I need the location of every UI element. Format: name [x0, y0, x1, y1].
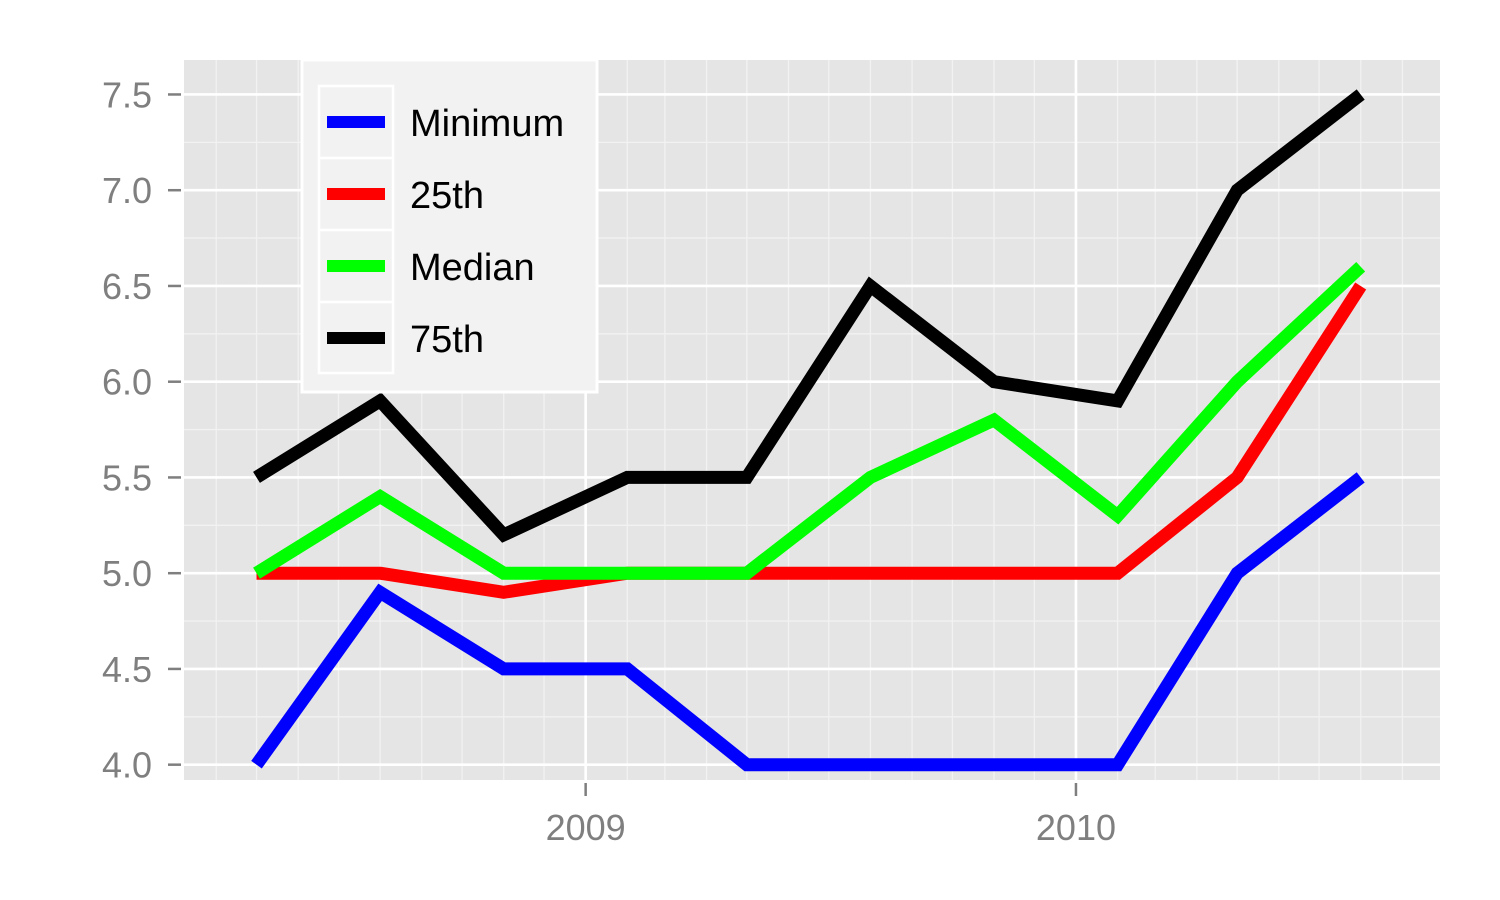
series-line-median: [253, 262, 1366, 580]
y-tick-label: 4.0: [102, 745, 152, 786]
y-tick-label: 5.5: [102, 457, 152, 498]
series-lines: [251, 89, 1367, 772]
series-line-75th: [253, 89, 1365, 543]
y-tick-label: 7.0: [102, 170, 152, 211]
y-tick-label: 6.0: [102, 362, 152, 403]
legend: Minimum 25th Median 75th: [300, 58, 599, 394]
legend-label: 25th: [410, 175, 484, 217]
x-axis: 2009 2010: [546, 783, 1116, 848]
legend-label: Minimum: [410, 103, 564, 145]
x-tick-label: 2009: [546, 807, 626, 848]
y-tick-label: 7.5: [102, 74, 152, 115]
x-tick-label: 2010: [1036, 807, 1116, 848]
legend-label: 75th: [410, 319, 484, 361]
legend-label: Median: [410, 247, 535, 289]
y-tick-label: 6.5: [102, 266, 152, 307]
series-line-25th: [256, 282, 1367, 599]
y-tick-label: 4.5: [102, 649, 152, 690]
y-tick-label: 5.0: [102, 553, 152, 594]
series-line-minimum: [251, 472, 1365, 772]
y-axis: 4.0 4.5 5.0 5.5 6.0 6.5 7.0 7.5: [102, 74, 181, 786]
